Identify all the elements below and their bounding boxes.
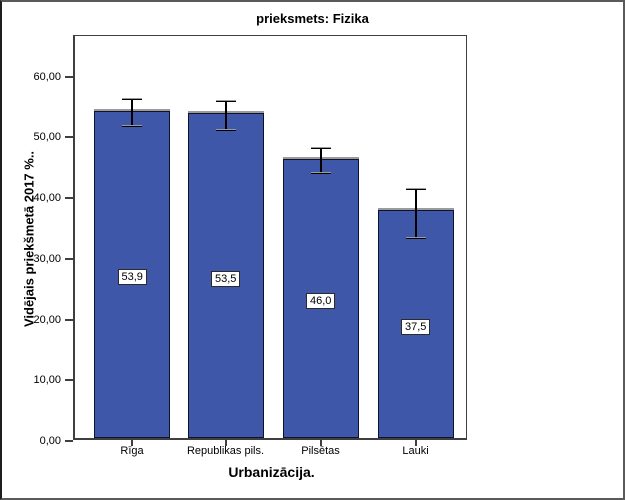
- y-tick-label: 0,00: [39, 435, 61, 447]
- bar-value-label: 46,0: [306, 293, 336, 310]
- bar-value-label: 53,5: [211, 270, 241, 287]
- y-tick-label: 40,00: [33, 192, 61, 205]
- error-bar-line: [131, 99, 133, 127]
- x-tick-mark: [414, 440, 417, 446]
- x-axis-title: Urbanizācija.: [228, 464, 315, 480]
- x-tick-mark: [319, 440, 322, 446]
- x-category-label: Lauki: [402, 445, 429, 457]
- error-bar-cap: [122, 125, 142, 128]
- y-tick-mark: [65, 257, 73, 260]
- error-bar-cap: [405, 237, 426, 240]
- chart-title: prieksmets: Fizika: [256, 11, 369, 26]
- y-tick-mark: [65, 379, 73, 382]
- y-tick-mark: [65, 318, 73, 321]
- y-tick-label: 30,00: [33, 252, 61, 265]
- error-bar-cap: [215, 129, 236, 132]
- y-tick-mark: [65, 197, 73, 200]
- y-axis-title: Vidējais priekšmetā 2017 %..: [21, 150, 37, 328]
- y-tick-label: 20,00: [33, 313, 61, 326]
- error-bar-cap: [405, 188, 426, 190]
- bar-value-label: 53,9: [117, 269, 147, 286]
- error-bar-line: [319, 147, 322, 174]
- error-bar-line: [414, 189, 417, 239]
- y-tick-label: 60,00: [33, 70, 61, 83]
- plot-area: 0,00 10,00 20,00 30,00 40,00 50,00 60,00 53,9 Rī…: [33, 35, 467, 457]
- x-category-label: Republikas pils.: [186, 445, 265, 457]
- x-tick-mark: [131, 440, 133, 446]
- error-bar-line: [224, 100, 227, 131]
- error-bar-cap: [310, 172, 331, 175]
- bar-value-label: 37,5: [401, 319, 431, 336]
- x-category-label: Pilsētas: [301, 445, 340, 457]
- error-bar-cap: [310, 146, 331, 149]
- error-bar-cap: [122, 98, 142, 101]
- error-bar-cap: [215, 99, 236, 102]
- x-category-label: Rīga: [120, 445, 144, 457]
- y-tick-mark: [65, 440, 73, 442]
- y-tick-label: 50,00: [33, 131, 61, 144]
- y-tick-mark: [65, 75, 73, 78]
- x-tick-mark: [224, 440, 227, 446]
- y-tick-mark: [65, 136, 73, 139]
- y-tick-label: 10,00: [33, 374, 61, 387]
